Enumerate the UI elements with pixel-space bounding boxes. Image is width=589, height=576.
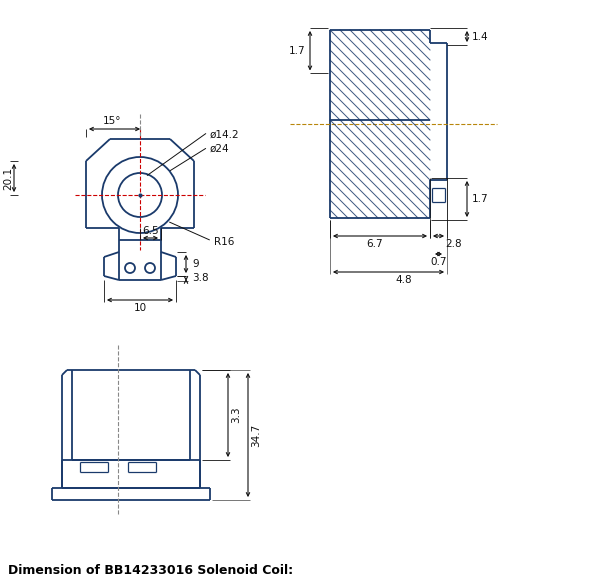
Text: 9: 9 <box>192 259 198 269</box>
Text: Dimension of BB14233016 Solenoid Coil:: Dimension of BB14233016 Solenoid Coil: <box>8 563 293 576</box>
Text: 1.7: 1.7 <box>472 194 489 204</box>
Text: 4.8: 4.8 <box>395 275 412 285</box>
Text: 0.7: 0.7 <box>430 257 446 267</box>
Text: 3.8: 3.8 <box>192 273 209 283</box>
Text: 3.3: 3.3 <box>231 407 241 423</box>
Text: ø24: ø24 <box>210 144 230 154</box>
Text: ø14.2: ø14.2 <box>210 130 240 140</box>
Text: 1.4: 1.4 <box>472 32 489 41</box>
Text: 2.8: 2.8 <box>445 239 462 249</box>
Text: 6.7: 6.7 <box>367 239 383 249</box>
Text: R16: R16 <box>214 237 234 247</box>
Text: 34.7: 34.7 <box>251 423 261 446</box>
Text: 6.5: 6.5 <box>142 226 159 236</box>
Text: 1.7: 1.7 <box>289 46 305 56</box>
Text: 15°: 15° <box>102 116 121 126</box>
Text: 20.1: 20.1 <box>3 166 13 190</box>
Text: 10: 10 <box>134 303 147 313</box>
